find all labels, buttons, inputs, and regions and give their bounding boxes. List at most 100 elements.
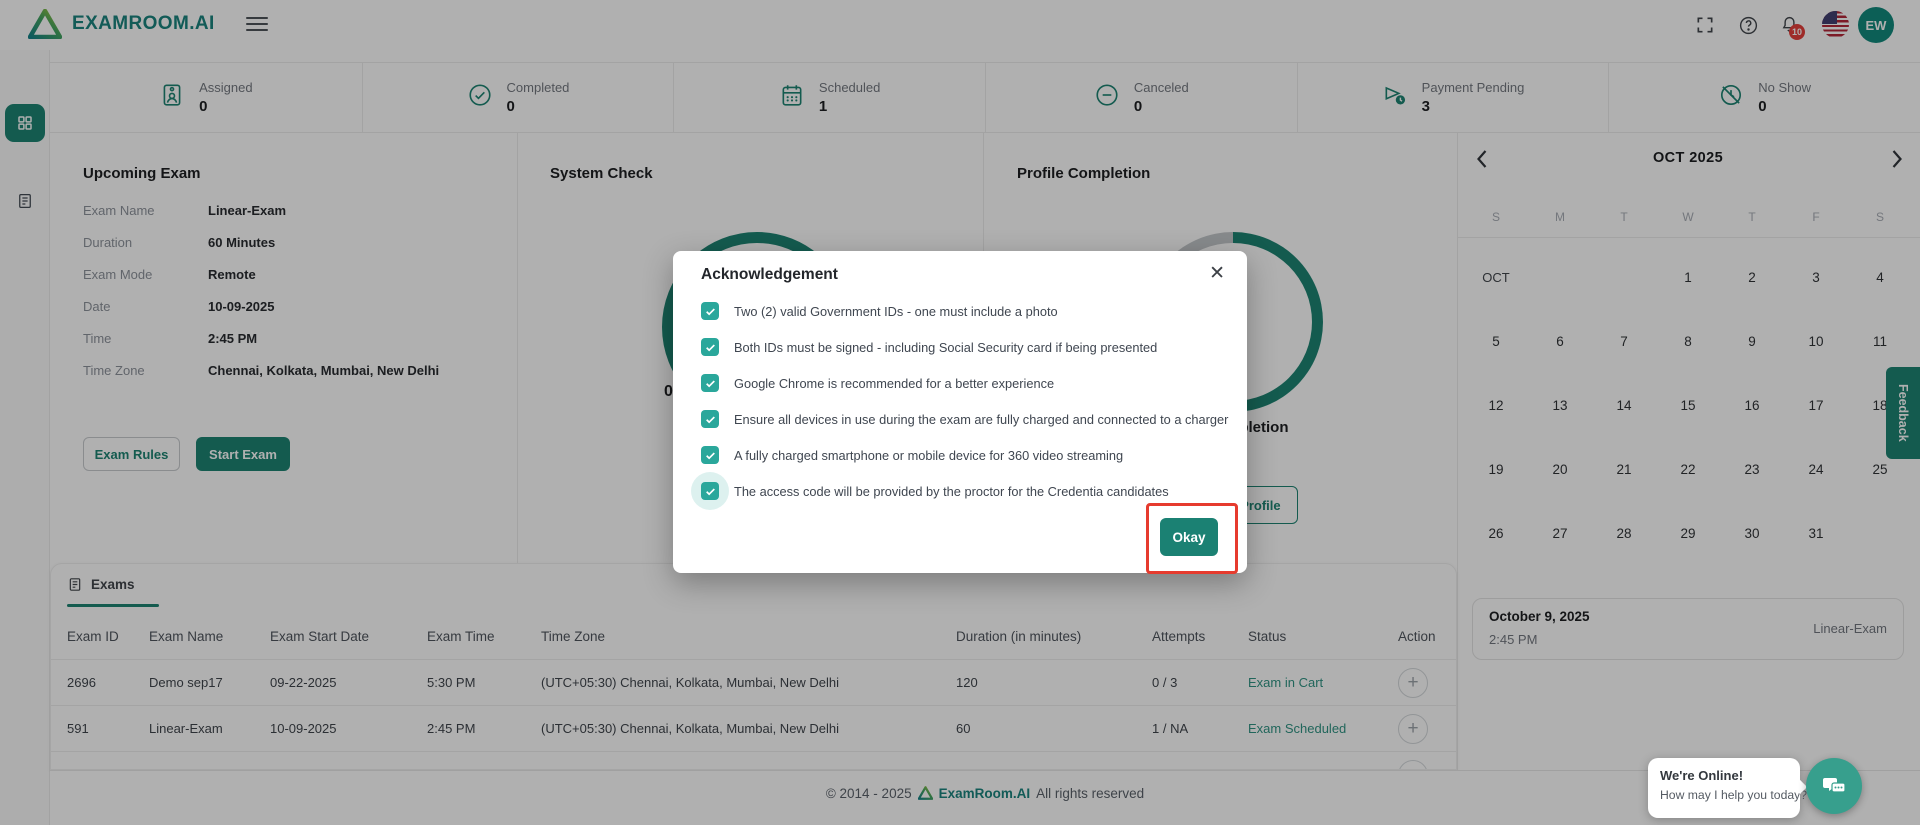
calendar-day-header: W [1682, 210, 1694, 224]
calendar-day[interactable]: 3 [1812, 269, 1820, 285]
checked-checkbox[interactable] [701, 302, 719, 320]
table-cell: 2:45 PM [427, 721, 476, 736]
stat-label: Assigned [199, 80, 253, 95]
calendar-day[interactable]: 22 [1680, 461, 1696, 477]
calendar-day[interactable]: 20 [1552, 461, 1568, 477]
language-flag-icon[interactable] [1822, 11, 1849, 38]
acknowledgement-text: Google Chrome is recommended for a bette… [734, 375, 1055, 391]
calendar-day[interactable]: 2 [1748, 269, 1756, 285]
checked-checkbox[interactable] [701, 338, 719, 356]
field-value: Remote [208, 267, 256, 282]
calendar-day[interactable]: 11 [1872, 333, 1887, 349]
table-row: 2696 Demo sep17 09-22-2025 5:30 PM (UTC+05:3… [51, 659, 1456, 705]
field-label: Exam Name [83, 203, 155, 218]
calendar-day[interactable]: 6 [1556, 333, 1564, 349]
calendar-day[interactable]: 17 [1808, 397, 1824, 413]
action-cell: + [1388, 667, 1456, 698]
dashboard-grid-icon [18, 116, 32, 130]
stat-scheduled: Scheduled 1 [673, 63, 985, 132]
calendar-day[interactable]: 1 [1684, 269, 1692, 285]
chat-tooltip: We're Online! How may I help you today? [1648, 758, 1808, 818]
field-value: 10-09-2025 [208, 299, 275, 314]
check-circle-icon [467, 82, 493, 113]
calendar-day[interactable]: 13 [1552, 397, 1568, 413]
calendar-day[interactable]: 5 [1492, 333, 1500, 349]
calendar-day[interactable]: 28 [1616, 525, 1632, 541]
table-cell: 09-22-2025 [270, 675, 337, 690]
chat-help-text: How may I help you today? [1660, 788, 1808, 802]
calendar-day[interactable]: 24 [1808, 461, 1824, 477]
acknowledgement-item: Two (2) valid Government IDs - one must … [673, 293, 1247, 329]
close-icon[interactable]: ✕ [1209, 263, 1225, 284]
chat-launcher-button[interactable] [1806, 758, 1862, 814]
checkbox-wrap [701, 410, 719, 428]
annotation-highlight-box [1146, 503, 1238, 574]
calendar-day[interactable]: 9 [1720, 309, 1784, 373]
start-exam-button[interactable]: Start Exam [196, 437, 290, 471]
stat-value: 0 [1133, 98, 1143, 115]
column-header: Attempts [1152, 629, 1206, 644]
acknowledgement-item: A fully charged smartphone or mobile dev… [673, 437, 1247, 473]
acknowledgement-item: Google Chrome is recommended for a bette… [673, 365, 1247, 401]
checkbox-wrap [701, 446, 719, 464]
calendar-prev-icon[interactable] [1468, 146, 1494, 172]
event-name: Linear-Exam [1813, 621, 1887, 636]
notification-count-badge: 10 [1789, 24, 1806, 40]
calendar-day-header: S [1491, 210, 1500, 224]
calendar-day[interactable]: 29 [1680, 525, 1696, 541]
expand-row-button[interactable]: + [1398, 667, 1428, 698]
notifications-bell-icon[interactable]: 10 [1777, 13, 1806, 40]
tab-exams[interactable]: Exams [67, 576, 135, 593]
sidebar-item-dashboard[interactable] [5, 104, 45, 142]
help-icon[interactable] [1736, 13, 1760, 37]
exam-rules-button[interactable]: Exam Rules [83, 437, 180, 471]
calendar-day-header: S [1875, 210, 1884, 224]
calendar-day-header: T [1620, 210, 1628, 224]
checked-checkbox[interactable] [701, 374, 719, 392]
calendar-day[interactable]: 15 [1680, 397, 1696, 413]
acknowledgement-item: Ensure all devices in use during the exa… [673, 401, 1247, 437]
calendar-day[interactable]: 7 [1620, 333, 1628, 349]
calendar-day[interactable]: 23 [1744, 461, 1760, 477]
calendar-day[interactable]: 12 [1488, 397, 1504, 413]
column-header: Exam Time [427, 629, 495, 644]
user-avatar[interactable]: EW [1858, 7, 1894, 43]
table-cell: 2696 [67, 675, 96, 690]
calendar-day-header: F [1812, 210, 1820, 224]
calendar-day[interactable]: 8 [1684, 333, 1692, 349]
checked-checkbox[interactable] [701, 482, 719, 500]
sidebar-item-exams[interactable] [16, 191, 34, 211]
stat-canceled: Canceled 0 [984, 63, 1297, 132]
table-cell: 0 / 3 [1152, 675, 1178, 690]
calendar-day[interactable]: 14 [1616, 397, 1632, 413]
table-cell: 5:30 PM [427, 675, 476, 690]
fullscreen-icon[interactable] [1693, 13, 1717, 37]
top-header: EXAMROOM.AI 10 EW [0, 0, 1920, 50]
calendar-day[interactable]: 10 [1808, 333, 1824, 349]
calendar-day[interactable]: 16 [1744, 397, 1760, 413]
calendar-day[interactable]: 19 [1488, 461, 1504, 477]
okay-button[interactable]: Okay [1160, 518, 1218, 556]
menu-toggle-icon[interactable] [246, 17, 268, 35]
calendar-day[interactable]: 25 [1872, 461, 1888, 477]
calendar-day[interactable]: 18 [1872, 397, 1888, 413]
calendar-event-card[interactable]: October 9, 2025 2:45 PM Linear-Exam [1472, 598, 1904, 660]
acknowledgement-text: The access code will be provided by the … [734, 483, 1169, 499]
feedback-tab[interactable]: Feedback [1886, 367, 1920, 459]
calendar-day[interactable]: 27 [1552, 525, 1568, 541]
table-row: + [51, 751, 1456, 769]
calendar-day[interactable]: 21 [1616, 461, 1632, 477]
acknowledgement-text: Ensure all devices in use during the exa… [734, 411, 1229, 427]
assigned-badge-icon [159, 82, 185, 113]
calendar-day[interactable]: 26 [1488, 525, 1504, 541]
calendar-day[interactable]: 31 [1808, 525, 1824, 541]
calendar-day[interactable]: 30 [1744, 525, 1760, 541]
checked-checkbox[interactable] [701, 446, 719, 464]
checked-checkbox[interactable] [701, 410, 719, 428]
calendar-next-icon[interactable] [1884, 146, 1910, 172]
table-row: 591 Linear-Exam 10-09-2025 2:45 PM (UTC+05:3… [51, 705, 1456, 751]
calendar-day[interactable]: 4 [1876, 269, 1884, 285]
expand-row-button[interactable]: + [1398, 713, 1428, 744]
stat-payment-pending: Payment Pending 3 [1296, 63, 1609, 132]
